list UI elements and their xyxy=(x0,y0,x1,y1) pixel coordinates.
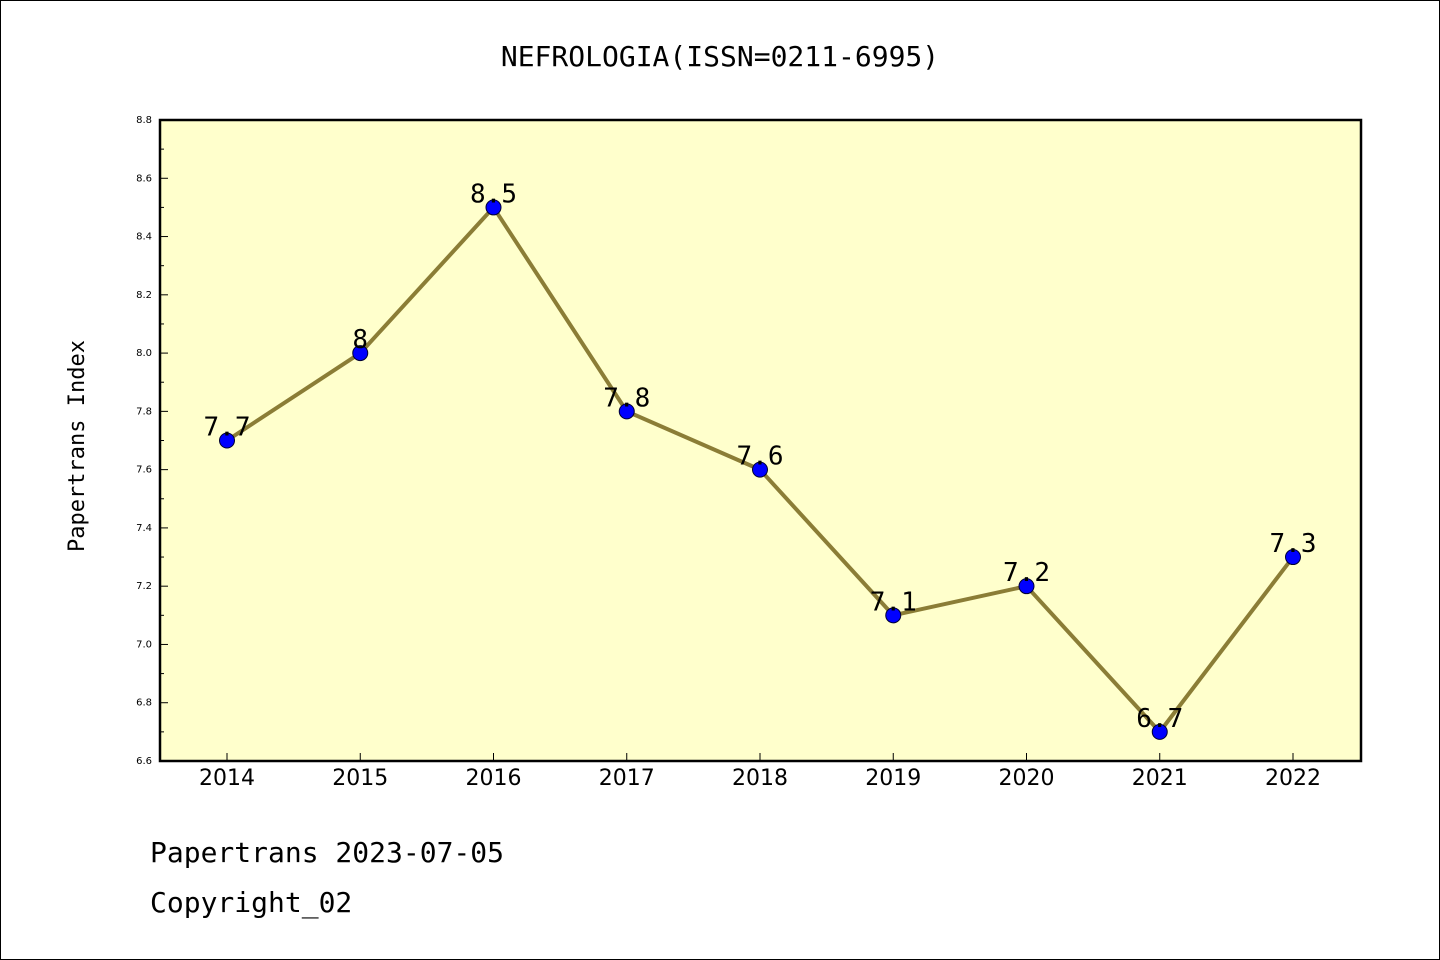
y-tick-label: 8.2 xyxy=(136,290,152,301)
y-tick-label: 7.4 xyxy=(136,523,152,534)
x-tick-label: 2019 xyxy=(865,766,921,791)
x-tick-label: 2014 xyxy=(199,766,255,791)
x-tick-label: 2015 xyxy=(332,766,388,791)
x-tick-label: 2018 xyxy=(732,766,788,791)
x-axis: 2014 2015 2016 2017 2018 2019 2020 2021 2022 xyxy=(199,753,1321,791)
data-point xyxy=(485,199,502,216)
data-label: 7.2 xyxy=(1003,558,1050,588)
y-tick-label: 8.8 xyxy=(136,115,152,126)
x-tick-label: 2021 xyxy=(1132,766,1188,791)
footer-copyright: Copyright_02 xyxy=(150,886,353,919)
data-label: 7.8 xyxy=(603,383,650,413)
data-point xyxy=(219,432,235,449)
y-tick-label: 7.2 xyxy=(136,581,152,592)
data-label: 7.1 xyxy=(870,587,917,617)
data-label: 6.7 xyxy=(1136,704,1183,734)
x-tick-label: 2016 xyxy=(466,766,522,791)
data-point xyxy=(752,461,768,478)
y-tick-label: 6.6 xyxy=(136,756,152,767)
data-label: 7.6 xyxy=(737,442,784,472)
data-point xyxy=(618,403,635,420)
data-point xyxy=(1285,549,1301,566)
x-tick-label: 2017 xyxy=(599,766,655,791)
data-point xyxy=(885,607,902,624)
plot-area xyxy=(158,118,1363,763)
x-tick-label: 2022 xyxy=(1265,766,1321,791)
data-point xyxy=(1018,578,1035,595)
footer-date: Papertrans 2023-07-05 xyxy=(150,836,505,869)
x-tick-label: 2020 xyxy=(999,766,1055,791)
data-point xyxy=(352,345,369,362)
data-point xyxy=(1151,723,1168,740)
data-label: 8 xyxy=(352,325,368,355)
y-tick-label: 7.0 xyxy=(136,639,152,650)
series-layer: 7.7 8 8.5 7.8 7.6 7.1 7.2 6.7 7.3 xyxy=(204,179,1317,740)
chart-title: NEFROLOGIA(ISSN=0211-6995) xyxy=(501,40,939,73)
y-tick-label: 8.0 xyxy=(136,348,152,359)
y-axis-label: Papertrans Index xyxy=(65,340,90,552)
data-label: 7.7 xyxy=(204,413,251,443)
y-tick-label: 7.8 xyxy=(136,406,152,417)
y-tick-label: 8.6 xyxy=(136,173,152,184)
y-tick-label: 7.6 xyxy=(136,465,152,476)
data-label: 8.5 xyxy=(470,179,517,209)
y-tick-label: 6.8 xyxy=(136,698,152,709)
y-tick-label: 8.4 xyxy=(136,232,152,243)
data-label: 7.3 xyxy=(1270,529,1317,559)
y-axis: 6.6 6.8 7.0 7.2 7.4 7.6 7.8 8.0 8.2 8.4 8.6 8.8 xyxy=(136,115,168,767)
